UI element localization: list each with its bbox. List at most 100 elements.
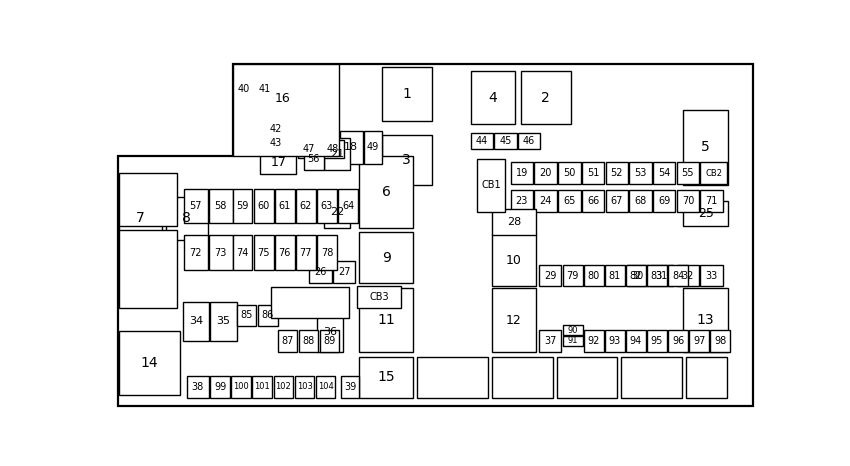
Bar [338,189,358,223]
Bar [511,190,533,212]
Text: 94: 94 [630,336,642,346]
Bar [563,336,582,346]
Bar [360,233,413,283]
Bar [686,357,727,397]
Bar [317,189,337,223]
Text: 17: 17 [270,157,286,169]
Bar [626,265,649,286]
Text: 86: 86 [262,310,274,320]
Bar [252,376,272,397]
Bar [360,288,413,352]
Text: 68: 68 [634,196,647,206]
Text: 103: 103 [297,382,313,391]
Bar [650,265,672,286]
Bar [324,196,350,228]
Text: 59: 59 [236,201,249,211]
Bar [683,110,728,185]
Bar [535,163,557,184]
Text: 30: 30 [632,271,644,281]
Bar [295,376,314,397]
Bar [315,376,336,397]
Bar [520,71,570,124]
Text: 73: 73 [215,247,227,258]
Text: 43: 43 [269,138,281,148]
Bar [582,163,604,184]
Text: 77: 77 [299,247,312,258]
Bar [275,189,295,223]
Text: 2: 2 [541,90,550,104]
Text: 87: 87 [281,336,293,346]
Bar [296,189,315,223]
Text: 25: 25 [698,207,714,220]
Bar [119,230,178,308]
Text: 31: 31 [655,271,668,281]
Bar [492,234,536,286]
Bar [187,376,209,397]
Bar [605,330,625,352]
Text: 28: 28 [507,218,521,227]
Bar [341,376,360,397]
Text: 38: 38 [192,382,204,392]
Text: 55: 55 [682,168,694,178]
Text: 52: 52 [610,168,623,178]
Bar [231,376,252,397]
Text: 5: 5 [701,140,710,154]
Bar [626,265,646,286]
Bar [563,265,582,286]
Bar [184,189,207,223]
Bar [321,140,344,158]
Bar [340,131,362,164]
Bar [183,302,209,341]
Bar [260,152,296,174]
Bar [518,133,541,149]
Text: 89: 89 [324,336,336,346]
Text: 70: 70 [682,196,694,206]
Text: 24: 24 [540,196,552,206]
Bar [317,313,343,352]
Bar [539,265,562,286]
Bar [320,330,339,352]
Bar [683,200,728,226]
Bar [677,163,699,184]
Bar [700,190,722,212]
Text: 62: 62 [300,201,312,211]
Text: 83: 83 [651,271,663,281]
Bar [309,261,332,283]
Bar [209,235,233,270]
Text: 23: 23 [516,196,528,206]
Bar [539,330,562,352]
Text: CB1: CB1 [481,180,501,190]
Text: 98: 98 [714,336,727,346]
Text: 75: 75 [258,247,270,258]
Bar [563,325,582,335]
Text: 53: 53 [634,168,647,178]
Bar [668,265,688,286]
Bar [677,190,699,212]
Text: 57: 57 [190,201,202,211]
Bar [471,71,515,124]
Bar [535,190,557,212]
Bar [258,305,277,326]
Text: 104: 104 [318,382,333,391]
Bar [492,288,536,352]
Bar [119,173,178,226]
Bar [584,265,604,286]
Text: 8: 8 [182,211,191,225]
Text: 49: 49 [367,143,379,152]
Bar [605,190,628,212]
Text: 100: 100 [234,382,249,391]
Text: 37: 37 [544,336,557,346]
Bar [298,140,320,158]
Text: 61: 61 [279,201,291,211]
Bar [298,330,319,352]
Text: 81: 81 [609,271,621,281]
Bar [357,286,401,308]
Text: 48: 48 [326,144,339,154]
Bar [236,305,257,326]
Bar [647,265,667,286]
Bar [210,376,230,397]
Bar [360,157,413,228]
Bar [262,79,304,117]
Text: 34: 34 [189,316,203,327]
Bar [558,190,581,212]
